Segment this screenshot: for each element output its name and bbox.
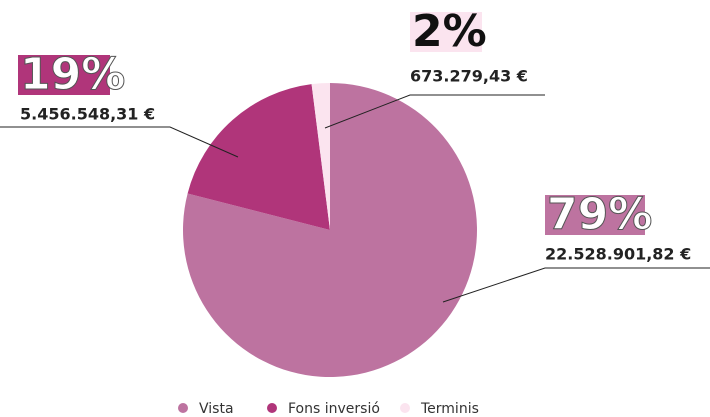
pie-slice xyxy=(182,83,477,377)
leader-line xyxy=(442,267,710,303)
value-label: 79% xyxy=(547,189,652,240)
leader-line xyxy=(0,126,239,158)
value-label: 2% xyxy=(412,6,487,57)
amount-label: 5.456.548,31 € xyxy=(20,105,155,124)
label-bg xyxy=(18,55,110,95)
legend-label: Vista xyxy=(199,401,234,417)
legend-label: Terminis xyxy=(420,401,479,417)
value-label: 19% xyxy=(20,49,125,100)
legend-swatch xyxy=(267,403,277,413)
amount-label: 22.528.901,82 € xyxy=(545,245,691,264)
label-bg xyxy=(545,195,645,235)
pie-slice xyxy=(187,84,330,230)
leader-line xyxy=(324,94,545,129)
label-bg xyxy=(410,12,482,52)
legend-swatch xyxy=(400,403,410,413)
amount-label: 673.279,43 € xyxy=(410,67,528,86)
legend-swatch xyxy=(178,403,188,413)
pie-slice xyxy=(311,83,330,230)
legend-label: Fons inversió xyxy=(288,401,380,417)
